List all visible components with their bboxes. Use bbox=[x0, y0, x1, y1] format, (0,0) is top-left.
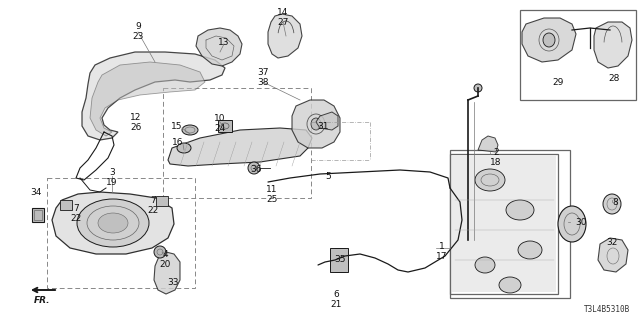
Polygon shape bbox=[90, 62, 205, 136]
Ellipse shape bbox=[177, 143, 191, 153]
Text: 3
19: 3 19 bbox=[106, 168, 118, 187]
Text: 34: 34 bbox=[30, 188, 42, 197]
Text: 33: 33 bbox=[167, 278, 179, 287]
Bar bbox=[47, 178, 195, 288]
Polygon shape bbox=[292, 100, 340, 148]
Text: 37
38: 37 38 bbox=[257, 68, 269, 87]
Text: 9
23: 9 23 bbox=[132, 22, 144, 41]
Ellipse shape bbox=[474, 84, 482, 92]
Ellipse shape bbox=[506, 200, 534, 220]
Polygon shape bbox=[196, 28, 242, 66]
Text: FR.: FR. bbox=[34, 296, 51, 305]
Text: 7
22: 7 22 bbox=[71, 204, 82, 223]
Text: 7
22: 7 22 bbox=[147, 196, 158, 215]
Bar bbox=[330, 248, 348, 272]
Text: 12
26: 12 26 bbox=[131, 113, 141, 132]
Ellipse shape bbox=[98, 213, 128, 233]
Polygon shape bbox=[452, 156, 556, 292]
Text: 2
18: 2 18 bbox=[490, 148, 502, 167]
Text: T3L4B5310B: T3L4B5310B bbox=[584, 305, 630, 314]
Bar bbox=[32, 208, 44, 222]
Bar bbox=[520, 10, 636, 100]
Polygon shape bbox=[598, 238, 628, 272]
Text: 32: 32 bbox=[606, 238, 618, 247]
Text: 30: 30 bbox=[575, 218, 586, 227]
Polygon shape bbox=[82, 52, 225, 140]
Text: 1
17: 1 17 bbox=[436, 242, 447, 261]
Text: 14
27: 14 27 bbox=[277, 8, 289, 27]
Bar bbox=[218, 120, 232, 132]
Text: 28: 28 bbox=[608, 74, 620, 83]
Text: 13: 13 bbox=[218, 38, 230, 47]
Polygon shape bbox=[268, 14, 302, 58]
Ellipse shape bbox=[543, 33, 555, 47]
Ellipse shape bbox=[558, 206, 586, 242]
Text: 29: 29 bbox=[552, 78, 564, 87]
Ellipse shape bbox=[603, 194, 621, 214]
Text: 4
20: 4 20 bbox=[159, 250, 171, 269]
Bar bbox=[60, 200, 72, 210]
Circle shape bbox=[154, 246, 166, 258]
Ellipse shape bbox=[311, 118, 321, 130]
Text: 36: 36 bbox=[250, 165, 262, 174]
Ellipse shape bbox=[475, 257, 495, 273]
Text: 11
25: 11 25 bbox=[266, 185, 278, 204]
Bar bbox=[34, 210, 42, 220]
Text: 6
21: 6 21 bbox=[330, 290, 342, 309]
Polygon shape bbox=[522, 18, 576, 62]
Text: 15: 15 bbox=[170, 122, 182, 131]
Text: 31: 31 bbox=[317, 122, 328, 131]
Text: 10
24: 10 24 bbox=[214, 114, 225, 133]
Polygon shape bbox=[316, 112, 338, 130]
Ellipse shape bbox=[182, 125, 198, 135]
Bar bbox=[450, 154, 558, 294]
Text: 5: 5 bbox=[325, 172, 331, 181]
Ellipse shape bbox=[499, 277, 521, 293]
Ellipse shape bbox=[77, 199, 149, 247]
Text: 8: 8 bbox=[612, 198, 618, 207]
Text: 16: 16 bbox=[172, 138, 183, 147]
Bar bbox=[163, 88, 311, 198]
Circle shape bbox=[248, 162, 260, 174]
Polygon shape bbox=[154, 252, 180, 294]
Text: 35: 35 bbox=[334, 255, 346, 264]
Polygon shape bbox=[168, 128, 312, 166]
Polygon shape bbox=[594, 22, 632, 68]
Ellipse shape bbox=[475, 169, 505, 191]
Polygon shape bbox=[52, 192, 174, 254]
Ellipse shape bbox=[518, 241, 542, 259]
Bar bbox=[450, 150, 570, 298]
Bar bbox=[156, 196, 168, 206]
Polygon shape bbox=[478, 136, 498, 152]
